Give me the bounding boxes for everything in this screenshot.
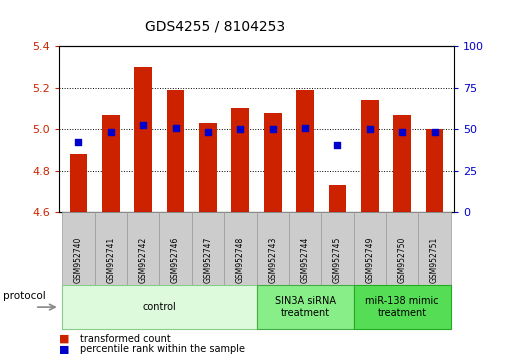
Bar xyxy=(426,129,443,212)
Bar xyxy=(70,154,87,212)
Text: ■: ■ xyxy=(59,344,69,354)
Point xyxy=(236,127,244,132)
Point xyxy=(74,139,83,145)
Text: GSM952740: GSM952740 xyxy=(74,237,83,283)
Text: ■: ■ xyxy=(59,334,69,344)
Text: GDS4255 / 8104253: GDS4255 / 8104253 xyxy=(145,19,286,34)
Point xyxy=(171,125,180,130)
Bar xyxy=(393,115,411,212)
Text: miR-138 mimic
treatment: miR-138 mimic treatment xyxy=(365,296,439,318)
Bar xyxy=(231,108,249,212)
Text: protocol: protocol xyxy=(3,291,45,302)
Bar xyxy=(102,115,120,212)
Text: GSM952745: GSM952745 xyxy=(333,237,342,283)
Text: GSM952744: GSM952744 xyxy=(301,237,309,283)
Text: control: control xyxy=(143,302,176,312)
Text: GSM952750: GSM952750 xyxy=(398,237,407,283)
Point xyxy=(269,126,277,132)
Point xyxy=(430,129,439,135)
Text: GSM952748: GSM952748 xyxy=(236,237,245,283)
Bar xyxy=(134,67,152,212)
Bar xyxy=(199,123,217,212)
Text: GSM952747: GSM952747 xyxy=(204,237,212,283)
Point xyxy=(204,129,212,135)
Point xyxy=(333,142,342,148)
Text: GSM952743: GSM952743 xyxy=(268,237,277,283)
Bar xyxy=(328,185,346,212)
Point xyxy=(301,125,309,130)
Bar xyxy=(264,113,282,212)
Point xyxy=(139,122,147,128)
Point xyxy=(107,129,115,135)
Point xyxy=(398,129,406,135)
Text: transformed count: transformed count xyxy=(80,334,170,344)
Bar xyxy=(361,100,379,212)
Text: percentile rank within the sample: percentile rank within the sample xyxy=(80,344,245,354)
Bar xyxy=(296,90,314,212)
Text: GSM952746: GSM952746 xyxy=(171,237,180,283)
Text: GSM952741: GSM952741 xyxy=(106,237,115,283)
Text: GSM952749: GSM952749 xyxy=(365,237,374,283)
Point xyxy=(366,127,374,132)
Text: GSM952742: GSM952742 xyxy=(139,237,148,283)
Text: SIN3A siRNA
treatment: SIN3A siRNA treatment xyxy=(274,296,336,318)
Text: GSM952751: GSM952751 xyxy=(430,237,439,283)
Bar xyxy=(167,90,185,212)
